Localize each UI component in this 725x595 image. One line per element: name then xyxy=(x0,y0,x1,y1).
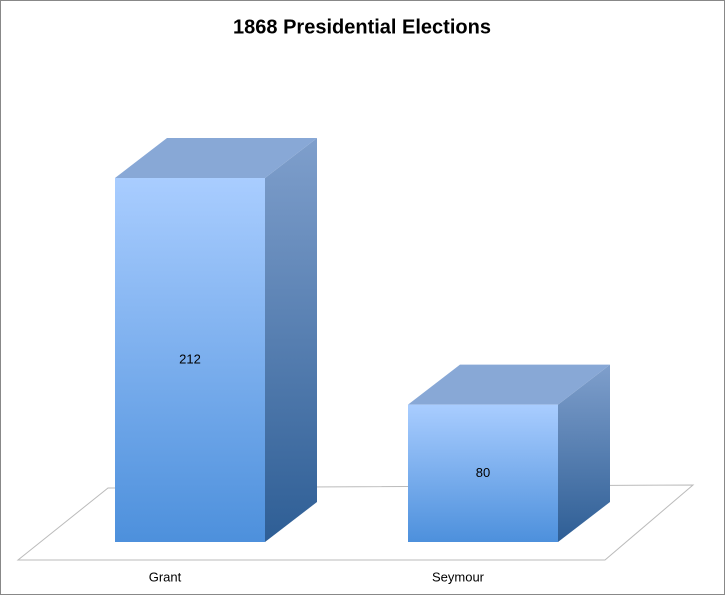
bar-top xyxy=(408,364,610,405)
data-label: 212 xyxy=(179,351,201,366)
bar-side xyxy=(558,364,610,542)
x-tick-label: Grant xyxy=(149,569,182,584)
bar-side xyxy=(265,138,317,542)
x-tick-label: Seymour xyxy=(432,569,485,584)
bar-top xyxy=(115,138,317,178)
chart-title: 1868 Presidential Elections xyxy=(233,16,491,38)
bar xyxy=(115,178,265,542)
data-label: 80 xyxy=(476,465,490,480)
bar xyxy=(408,404,558,542)
